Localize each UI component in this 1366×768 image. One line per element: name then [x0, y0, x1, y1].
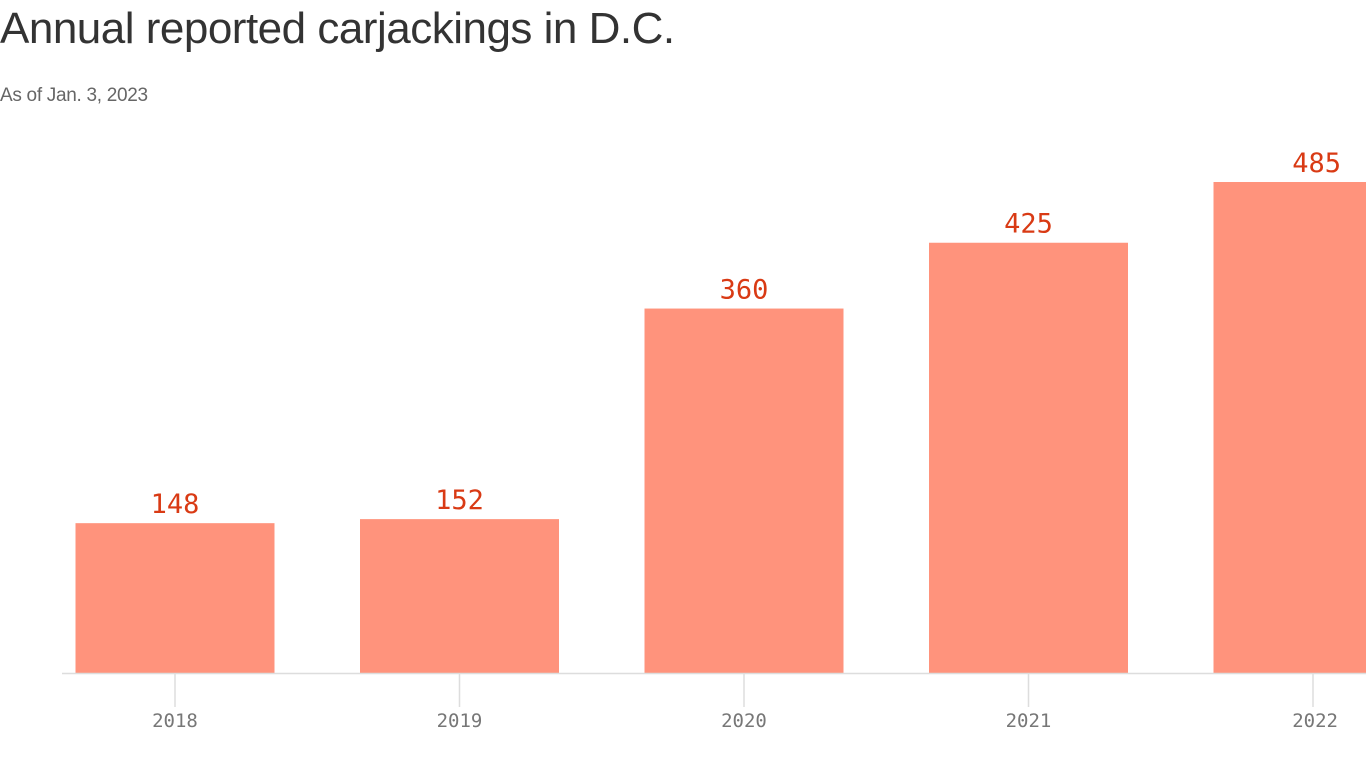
x-tick-label: 2021: [1006, 710, 1052, 732]
bar-2021: [929, 242, 1128, 674]
x-tick-label: 2019: [437, 710, 483, 732]
x-tick-label: 2022: [1292, 710, 1338, 732]
bar-2022: [1213, 182, 1366, 673]
x-tick-label: 2018: [152, 710, 198, 732]
bar-2018: [75, 523, 275, 673]
bar-2020: [644, 308, 844, 673]
data-label: 425: [1004, 209, 1053, 240]
x-tick-label: 2020: [721, 710, 767, 732]
data-label: 485: [1292, 148, 1341, 179]
data-label: 152: [435, 485, 484, 516]
chart-title: Annual reported carjackings in D.C.: [0, 4, 675, 53]
data-label: 148: [151, 489, 200, 520]
bar-2019: [360, 519, 559, 673]
data-label: 360: [720, 275, 769, 306]
chart-subtitle: As of Jan. 3, 2023: [0, 85, 148, 106]
